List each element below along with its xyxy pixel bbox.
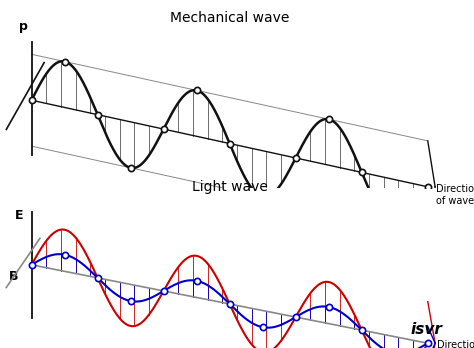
Text: isvr: isvr [410,322,443,337]
Text: p: p [19,21,28,33]
Text: E: E [15,209,23,222]
Text: Mechanical wave: Mechanical wave [170,11,289,25]
Text: Direction
of wave: Direction of wave [437,340,474,348]
Text: B: B [9,270,18,283]
Text: Light wave: Light wave [191,180,268,195]
Text: Direction
of wave: Direction of wave [436,184,474,206]
